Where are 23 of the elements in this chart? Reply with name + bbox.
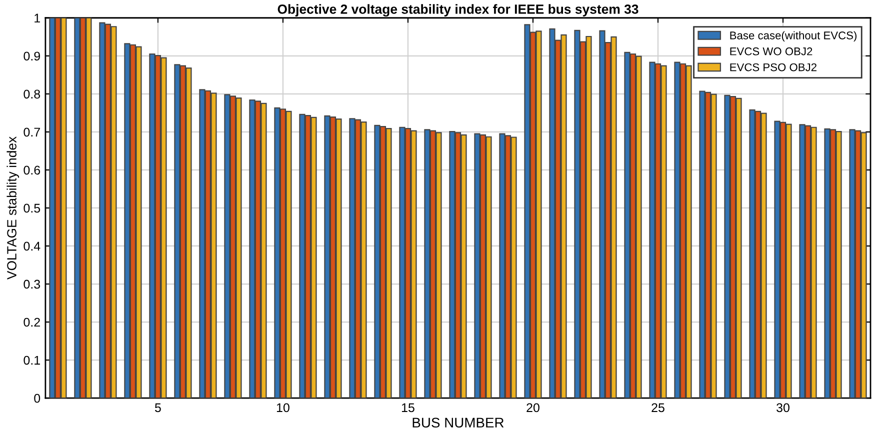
x-tick-label: 10 — [276, 403, 290, 412]
x-tick-label: 30 — [776, 403, 790, 412]
legend-label: EVCS WO OBJ2 — [730, 47, 812, 56]
y-tick-label: 0.2 — [24, 318, 40, 327]
legend-label: EVCS PSO OBJ2 — [730, 63, 816, 72]
y-tick-label: 0.3 — [24, 280, 40, 289]
chart-title: Objective 2 voltage stability index for IEEE bus system 33 — [278, 4, 638, 17]
x-tick-label: 20 — [526, 403, 540, 412]
y-tick-label: 0.1 — [24, 356, 40, 365]
x-tick-label: 5 — [154, 403, 161, 412]
y-tick-label: 0.9 — [24, 52, 40, 61]
y-tick-label: 0 — [34, 394, 40, 403]
x-tick-label: 25 — [652, 403, 664, 412]
x-axis-title: BUS NUMBER — [412, 418, 504, 428]
y-tick-label: 0.8 — [24, 90, 40, 99]
y-tick-label: 0.4 — [24, 242, 40, 251]
x-tick-label: 15 — [402, 403, 414, 412]
y-axis-title: VOLTAGE stability index — [6, 136, 20, 280]
y-tick-label: 0.6 — [24, 166, 40, 175]
y-tick-label: 0.5 — [24, 204, 40, 213]
y-tick-label: 0.7 — [24, 128, 40, 137]
y-tick-label: 1 — [34, 14, 40, 22]
legend-label: Base case(without EVCS) — [730, 31, 856, 42]
